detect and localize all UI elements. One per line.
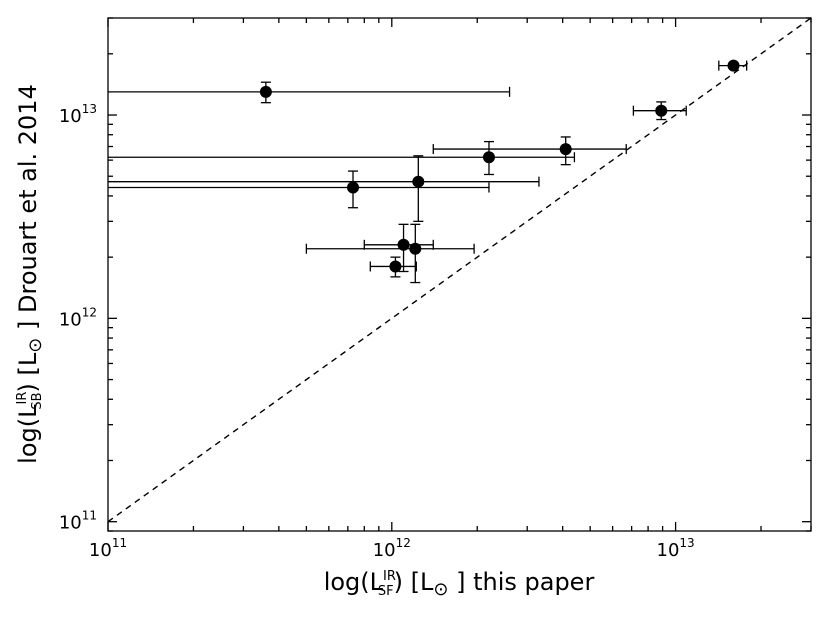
y-tick-labels: 1011 1012 1013 bbox=[59, 102, 97, 534]
data-point bbox=[655, 104, 668, 117]
data-point-layer bbox=[259, 59, 740, 273]
y-tick-label: 1013 bbox=[59, 102, 97, 127]
x-tick-label: 1013 bbox=[657, 536, 695, 561]
x-axis-label: log(LIR SF) [L⊙ ] this paper bbox=[324, 568, 595, 600]
data-point bbox=[347, 181, 360, 194]
plot-background bbox=[108, 18, 811, 531]
x-tick-label: 1011 bbox=[89, 536, 127, 561]
data-point bbox=[482, 151, 495, 164]
reference-line bbox=[107, 17, 812, 523]
plot-frame bbox=[107, 17, 812, 532]
y-tick-label: 1011 bbox=[59, 509, 97, 534]
x-tick-labels: 1011 1012 1013 bbox=[89, 536, 695, 561]
data-point bbox=[397, 238, 410, 251]
tick-layer bbox=[107, 17, 812, 532]
y-axis-label: log(LIRSB) [L⊙ ] Drouart et al. 2014 bbox=[14, 84, 46, 464]
reference-line-layer bbox=[107, 17, 812, 523]
data-point bbox=[389, 260, 402, 273]
y-tick-label: 1012 bbox=[59, 305, 97, 330]
data-point bbox=[409, 242, 422, 255]
data-point bbox=[559, 143, 572, 156]
data-point bbox=[727, 59, 740, 72]
errorbar-layer bbox=[108, 60, 748, 284]
data-point bbox=[412, 175, 425, 188]
data-point bbox=[259, 85, 272, 98]
x-tick-label: 1012 bbox=[373, 536, 411, 561]
